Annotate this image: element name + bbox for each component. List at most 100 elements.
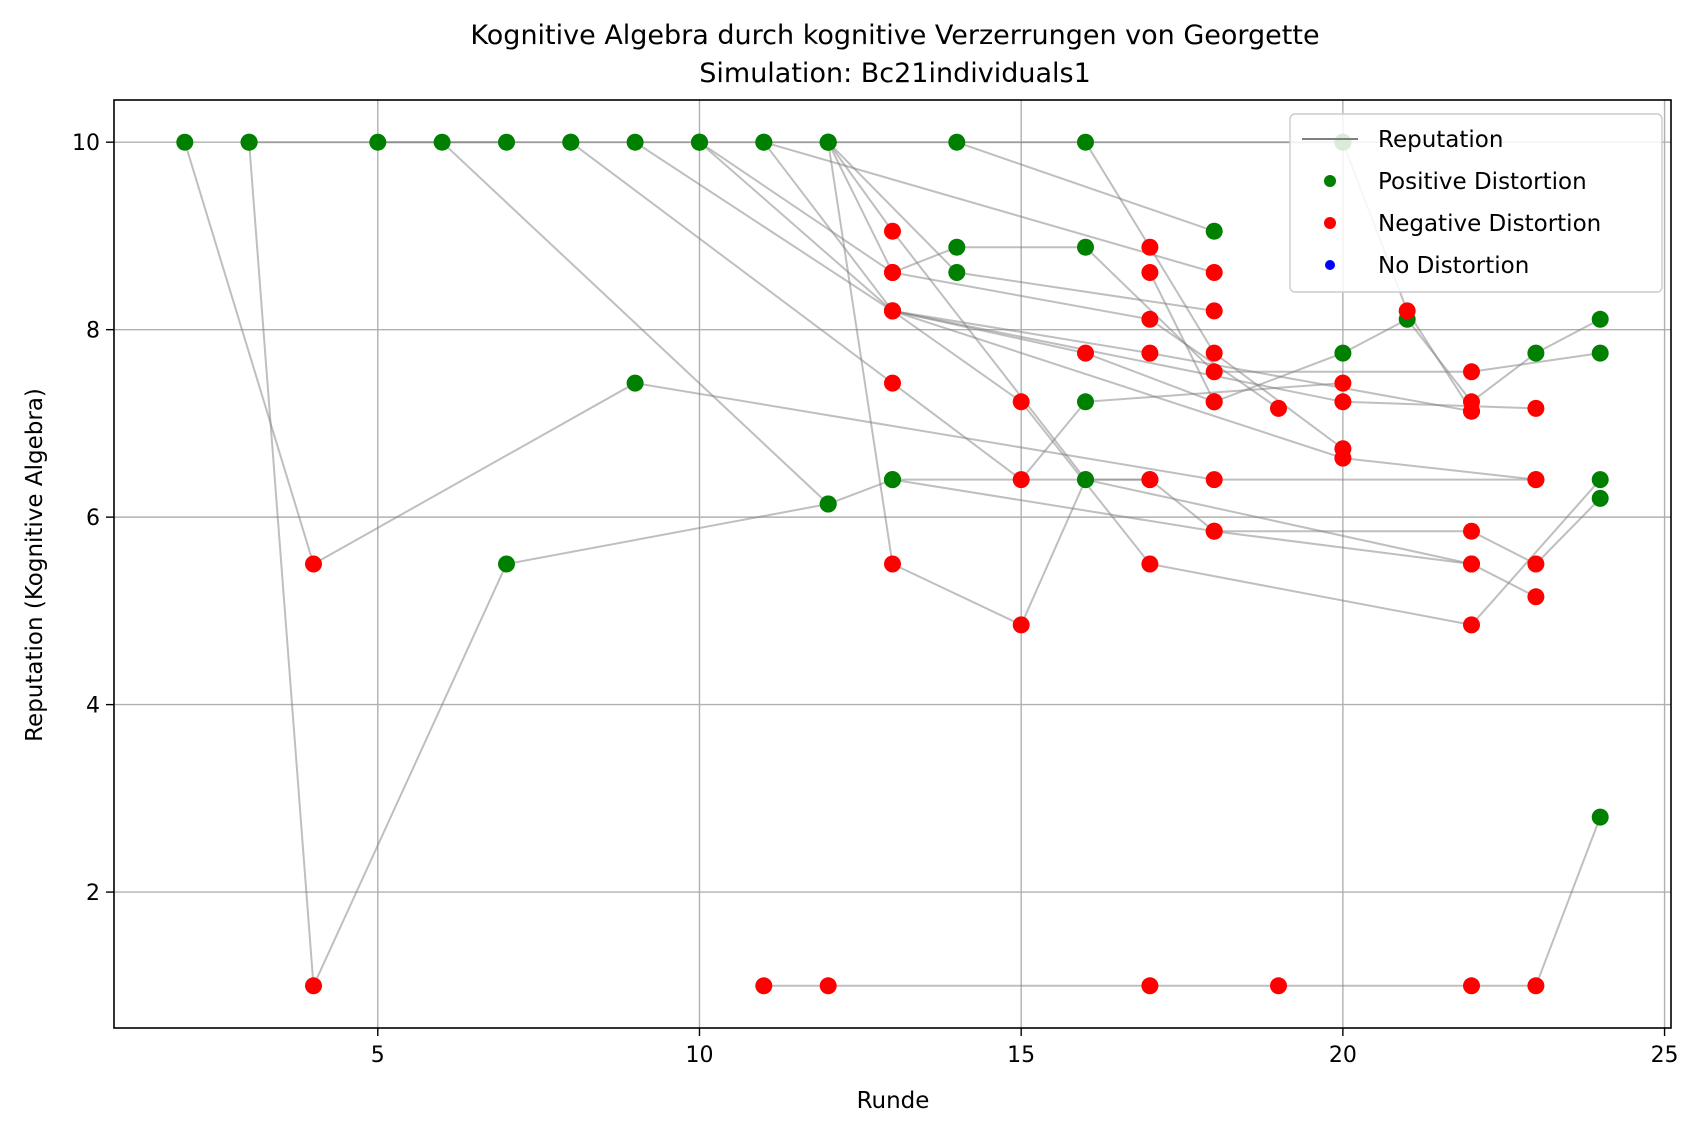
positive-distortion-point <box>1077 238 1094 256</box>
positive-distortion-point <box>1591 344 1609 362</box>
negative-distortion-point <box>1077 344 1094 362</box>
legend: Reputation Positive Distortion Negative … <box>1289 113 1663 293</box>
chart-subtitle: Simulation: Bc21individuals1 <box>699 58 1091 89</box>
legend-label-reputation: Reputation <box>1378 127 1503 153</box>
negative-distortion-point <box>1141 471 1159 489</box>
y-axis-label: Reputation (Kognitive Algebra) <box>22 388 48 742</box>
negative-distortion-point <box>1205 393 1223 411</box>
negative-distortion-point <box>1398 302 1416 320</box>
positive-distortion-point <box>1205 222 1223 240</box>
reputation-line-11 <box>827 141 1150 481</box>
negative-distortion-point <box>305 555 322 573</box>
positive-distortion-point <box>369 133 387 151</box>
negative-distortion-point <box>1334 449 1352 467</box>
negative-distortion-point <box>1141 238 1159 256</box>
positive-distortion-point <box>1591 808 1609 826</box>
negative-distortion-point <box>1012 393 1030 411</box>
legend-label-positive: Positive Distortion <box>1378 169 1587 195</box>
reputation-line-12 <box>956 141 1215 233</box>
positive-distortion-point <box>1077 471 1094 489</box>
axis-ticks: 5 10 15 20 25 2 4 6 8 10 <box>72 131 1679 1068</box>
positive-distortion-point <box>755 133 773 151</box>
negative-distortion-point <box>1270 977 1287 995</box>
positive-distortion-point <box>1077 133 1094 151</box>
positive-distortion-point <box>1591 310 1609 328</box>
negative-distortion-point <box>1527 588 1545 606</box>
positive-distortion-point <box>948 133 966 151</box>
negative-distortion-point <box>1463 555 1480 573</box>
positive-distortion-point <box>948 264 966 281</box>
negative-distortion-point <box>884 374 901 392</box>
negative-distortion-point <box>1527 471 1545 489</box>
legend-label-negative: Negative Distortion <box>1378 211 1601 237</box>
legend-label-none: No Distortion <box>1378 253 1529 279</box>
legend-positive-marker <box>1324 175 1336 187</box>
negative-distortion-point <box>884 555 901 573</box>
positive-distortion-point <box>1591 489 1609 507</box>
negative-distortion-point <box>1012 471 1030 489</box>
reputation-line-2 <box>441 141 829 505</box>
negative-distortion-point <box>1527 555 1545 573</box>
negative-distortion-point <box>1141 264 1159 281</box>
positive-distortion-point <box>691 133 708 151</box>
chart-title: Kognitive Algebra durch kognitive Verzer… <box>470 20 1319 51</box>
negative-distortion-point <box>884 264 901 281</box>
reputation-line-16 <box>1149 272 1216 403</box>
x-tick-label: 15 <box>1007 1043 1035 1068</box>
negative-distortion-point <box>1334 374 1352 392</box>
x-tick-label: 5 <box>371 1043 385 1068</box>
positive-distortion-point <box>433 133 451 151</box>
negative-distortion-point <box>1141 344 1159 362</box>
negative-distortion-point <box>1463 402 1480 420</box>
negative-distortion-point <box>1012 616 1030 634</box>
positive-distortion-point <box>1591 471 1609 489</box>
legend-box <box>1289 113 1663 293</box>
y-tick-label: 2 <box>86 881 100 906</box>
positive-distortion-point <box>240 133 258 151</box>
negative-distortion-point <box>1141 977 1159 995</box>
positive-distortion-point <box>498 555 515 573</box>
negative-distortion-point <box>1463 363 1480 381</box>
negative-distortion-point <box>1463 522 1480 540</box>
negative-distortion-point <box>755 977 773 995</box>
negative-distortion-point <box>1527 977 1545 995</box>
x-tick-label: 10 <box>685 1043 713 1068</box>
negative-distortion-point <box>884 222 901 240</box>
legend-negative-marker <box>1324 217 1336 229</box>
legend-none-marker <box>1325 260 1335 270</box>
positive-distortion-point <box>819 495 837 513</box>
positive-distortion-point <box>819 133 837 151</box>
positive-distortion-point <box>1077 393 1094 411</box>
negative-distortion-point <box>1141 555 1159 573</box>
negative-distortion-point <box>305 977 322 995</box>
negative-distortion-point <box>1205 363 1223 381</box>
negative-distortion-point <box>1463 977 1480 995</box>
negative-distortion-point <box>1205 522 1223 540</box>
negative-distortion-point <box>1527 399 1545 417</box>
positive-distortion-point <box>626 374 644 392</box>
y-tick-label: 8 <box>86 319 100 344</box>
y-tick-label: 6 <box>86 506 100 531</box>
positive-distortion-point <box>498 133 515 151</box>
positive-distortion-point <box>176 133 194 151</box>
positive-distortion-point <box>948 238 966 256</box>
negative-distortion-point <box>1270 399 1287 417</box>
positive-distortion-point <box>562 133 580 151</box>
positive-distortion-point <box>1334 344 1352 362</box>
negative-distortion-point <box>1463 616 1480 634</box>
negative-distortion-point <box>819 977 837 995</box>
reputation-line-5 <box>698 141 1472 413</box>
y-tick-label: 4 <box>86 694 100 719</box>
negative-distortion-point <box>1334 393 1352 411</box>
reputation-line-18 <box>827 142 1537 627</box>
negative-distortion-point <box>884 302 901 320</box>
distortion-markers <box>176 133 1609 995</box>
negative-distortion-point <box>1205 471 1223 489</box>
negative-distortion-point <box>1205 302 1223 320</box>
negative-distortion-point <box>1205 264 1223 281</box>
negative-distortion-point <box>1141 310 1159 328</box>
x-tick-label: 25 <box>1651 1043 1679 1068</box>
plot-frame <box>113 99 1672 1029</box>
